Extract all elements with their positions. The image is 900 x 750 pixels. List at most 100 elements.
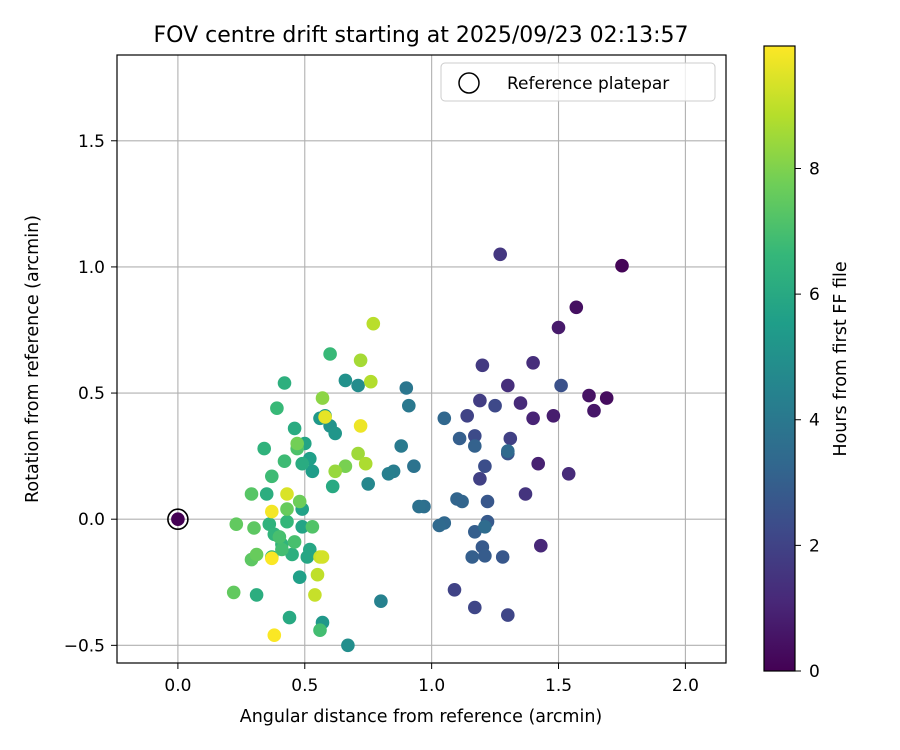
data-point (412, 499, 426, 514)
data-point (244, 487, 259, 501)
x-axis-label: Angular distance from reference (arcmin) (240, 707, 603, 727)
data-point (280, 487, 294, 501)
data-point (310, 567, 325, 582)
data-point (249, 588, 264, 602)
data-point (478, 520, 492, 534)
data-point (280, 502, 294, 516)
data-point (282, 610, 297, 625)
y-axis-label: Rotation from reference (arcmin) (23, 215, 43, 503)
data-point (295, 520, 310, 534)
legend-reference-marker (458, 72, 480, 94)
data-point (270, 401, 284, 416)
x-tick-label: 1.5 (545, 676, 572, 696)
data-point (247, 521, 261, 535)
colorbar-tick-label: 8 (809, 159, 820, 179)
data-point (546, 409, 561, 423)
data-point (315, 391, 330, 405)
data-point (468, 429, 482, 443)
data-point (554, 378, 568, 393)
data-point (290, 436, 305, 451)
data-point (323, 347, 337, 361)
y-axis-ticks: −0.5 0.0 0.5 1.0 1.5 (64, 132, 117, 656)
data-point (366, 316, 381, 331)
data-point (437, 411, 452, 426)
data-point (587, 403, 601, 418)
data-point (318, 410, 332, 424)
data-point (488, 398, 502, 413)
data-point (292, 494, 307, 509)
data-point (249, 547, 264, 562)
data-point (534, 538, 548, 553)
data-point (259, 487, 274, 501)
data-point (381, 467, 396, 481)
data-point (503, 431, 518, 446)
data-point (277, 454, 292, 469)
data-point (452, 431, 467, 446)
data-point (275, 542, 289, 557)
data-point (480, 494, 495, 509)
data-point (280, 514, 294, 529)
data-point (615, 258, 629, 273)
data-point (531, 456, 545, 471)
data-point (518, 487, 533, 501)
data-point (267, 628, 282, 642)
data-point (465, 550, 480, 564)
x-axis-ticks: 0.0 0.5 1.0 1.5 2.0 (164, 663, 699, 696)
data-point (551, 320, 566, 335)
data-point (305, 464, 320, 479)
data-point (229, 517, 244, 531)
data-point (493, 247, 508, 262)
data-point (455, 494, 469, 509)
scatter-points (167, 247, 629, 653)
data-point (292, 570, 307, 584)
data-point (501, 444, 515, 458)
data-point (432, 518, 447, 533)
colorbar-tick-label: 2 (809, 536, 820, 556)
data-point (407, 459, 421, 474)
y-tick-label: 1.5 (78, 132, 105, 152)
legend-label: Reference platepar (507, 74, 669, 94)
data-point (287, 535, 302, 549)
data-point (501, 608, 515, 622)
data-point (272, 530, 287, 544)
data-point (300, 550, 315, 564)
colorbar-tick-label: 0 (809, 662, 820, 682)
x-tick-label: 0.5 (291, 676, 318, 696)
data-point (561, 467, 576, 481)
data-point (338, 373, 353, 388)
data-point (287, 421, 302, 436)
x-tick-label: 2.0 (672, 676, 699, 696)
legend-box (440, 62, 716, 102)
data-point (374, 594, 388, 608)
y-tick-label: 1.0 (78, 258, 105, 278)
colorbar-tick-label: 4 (809, 411, 820, 431)
y-tick-label: 0.5 (78, 384, 105, 404)
data-point (328, 464, 343, 479)
data-point (478, 459, 492, 474)
colorbar-label: Hours from first FF file (831, 261, 851, 456)
data-point (478, 549, 492, 563)
y-tick-label: −0.5 (64, 636, 105, 656)
data-point (351, 446, 365, 461)
data-point (257, 441, 272, 456)
data-point (468, 600, 482, 615)
data-point (447, 583, 462, 597)
x-tick-label: 1.0 (418, 676, 445, 696)
data-point (171, 512, 185, 526)
data-point (394, 439, 409, 453)
data-point (341, 638, 355, 653)
data-point (226, 585, 241, 600)
data-point (361, 477, 376, 491)
data-point (358, 456, 373, 471)
chart-title: FOV centre drift starting at 2025/09/23 … (154, 23, 689, 48)
y-tick-label: 0.0 (78, 510, 105, 530)
data-point (295, 456, 310, 471)
data-point (599, 391, 614, 405)
data-point (353, 419, 368, 433)
data-point (313, 623, 327, 637)
data-point (569, 300, 584, 315)
data-point (501, 378, 515, 393)
legend: Reference platepar (440, 62, 716, 102)
data-point (526, 356, 540, 370)
data-point (277, 376, 292, 390)
